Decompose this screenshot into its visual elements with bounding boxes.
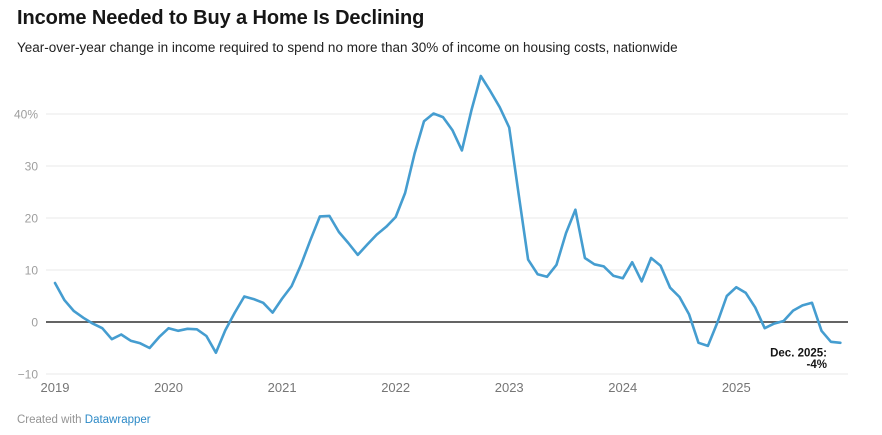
- footer-credit-text: Created with: [17, 414, 85, 426]
- annotation-line-1: Dec. 2025:: [770, 348, 827, 360]
- series-layer: [53, 74, 842, 355]
- page-title: Income Needed to Buy a Home Is Declining: [17, 7, 425, 29]
- x-axis-tick-label: 2021: [268, 380, 297, 395]
- annotation-line-2: -4%: [807, 359, 827, 371]
- datawrapper-link[interactable]: Datawrapper: [84, 414, 151, 426]
- x-axis-tick-label: 2023: [495, 380, 524, 395]
- footer-credit: Created with Datawrapper: [17, 414, 151, 426]
- y-axis-tick-label: 0: [31, 316, 38, 330]
- y-axis-tick-label: −10: [18, 368, 39, 382]
- x-axis-tick-label: 2025: [722, 380, 751, 395]
- y-axis-tick-label: 20: [25, 212, 39, 226]
- data-line: [53, 74, 842, 355]
- x-axis-tick-label: 2020: [154, 380, 183, 395]
- y-axis-tick-label: 40%: [14, 108, 38, 122]
- page-subtitle: Year-over-year change in income required…: [17, 40, 678, 55]
- x-axis-tick-label: 2024: [608, 380, 637, 395]
- gridline-layer: [46, 113, 848, 375]
- x-axis-tick-label: 2022: [381, 380, 410, 395]
- x-axis-tick-label: 2019: [41, 380, 70, 395]
- y-axis-tick-label: 30: [25, 160, 39, 174]
- y-axis-tick-label: 10: [25, 264, 39, 278]
